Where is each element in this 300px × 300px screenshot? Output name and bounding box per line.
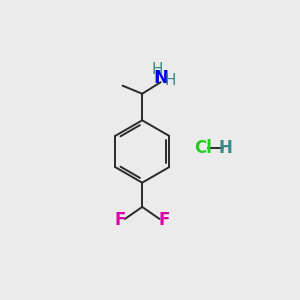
Text: H: H [218,139,232,157]
Text: F: F [115,211,126,229]
Text: H: H [165,73,176,88]
Text: F: F [158,211,170,229]
Text: N: N [154,69,169,87]
Text: H: H [152,62,163,77]
Text: Cl: Cl [194,139,212,157]
